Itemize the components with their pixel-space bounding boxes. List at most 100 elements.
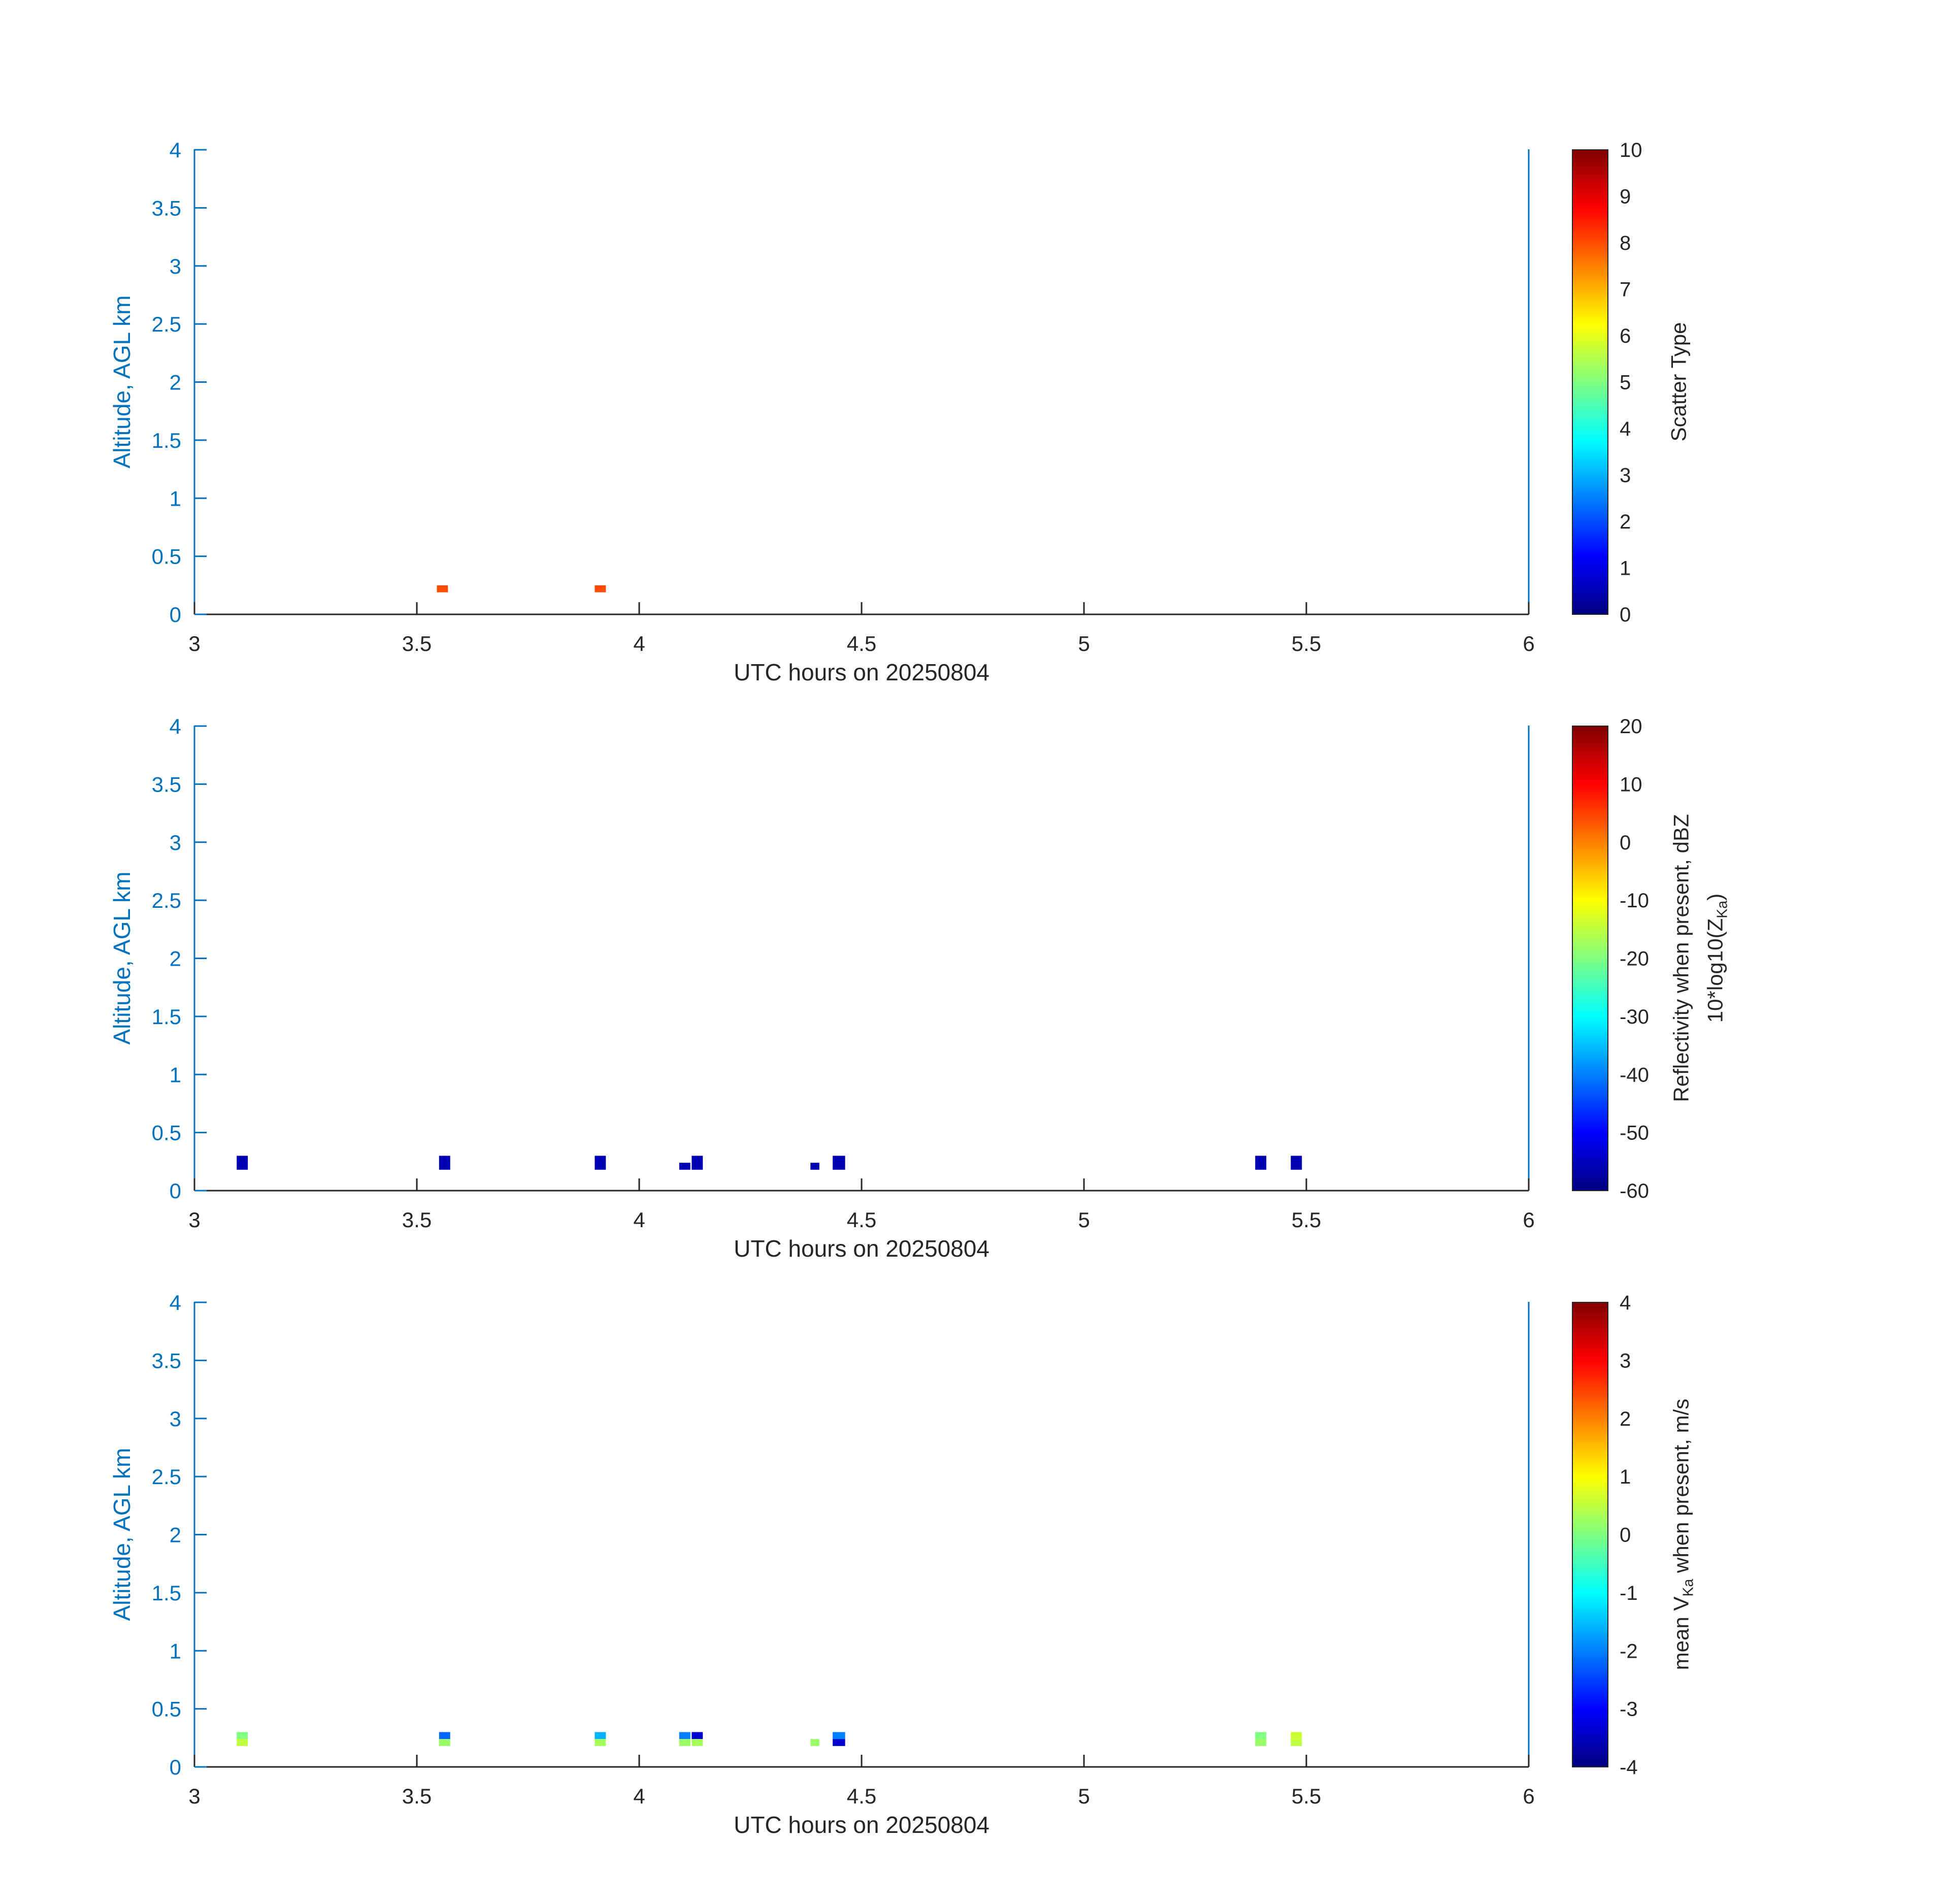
colorbar-tick-label: 0 (1620, 604, 1631, 626)
colorbar-tick-label: -30 (1620, 1006, 1649, 1028)
x-tick-label: 3.5 (402, 1784, 432, 1808)
colorbar (1572, 149, 1608, 615)
x-tick-label: 3 (188, 1784, 200, 1808)
heatmap-cell (679, 1732, 690, 1739)
y-tick-label: 3 (170, 254, 181, 278)
colorbar-title-text: Scatter Type (1666, 322, 1691, 442)
x-tick-label: 5.5 (1292, 1208, 1321, 1232)
colorbar-tick-label: 5 (1620, 372, 1631, 394)
y-tick-label: 2.5 (152, 1465, 181, 1489)
heatmap-cell (833, 1739, 845, 1746)
colorbar-title-text: 10*log10(Z (1703, 918, 1727, 1023)
y-tick-label: 1.5 (152, 429, 181, 452)
y-tick-label: 1.5 (152, 1005, 181, 1029)
heatmap-cell (1291, 1739, 1302, 1746)
colorbar-tick-label: 7 (1620, 279, 1631, 301)
y-tick-label: 3.5 (152, 772, 181, 796)
y-tick-label: 0.5 (152, 545, 181, 569)
heatmap-cell (439, 1156, 450, 1170)
x-tick-label: 4 (633, 1784, 645, 1808)
colorbar-title-text: mean V (1669, 1596, 1693, 1670)
colorbar-tick-label: -3 (1620, 1698, 1638, 1721)
y-tick-label: 0.5 (152, 1697, 181, 1721)
heatmap-cell (595, 1732, 606, 1739)
colorbar-tick-label: 1 (1620, 557, 1631, 580)
x-tick-label: 4 (633, 632, 645, 655)
heatmap-cell (679, 1163, 690, 1170)
panel-mean-velocity: 3 3.5 4 4.5 5 5.5 6 0 0.5 1 1.5 2 2.5 3 3.5 4 -4 -3 -2 -1 0 1… (152, 1291, 1638, 1808)
heatmap-cell (679, 1739, 690, 1746)
heatmap-cell (439, 1732, 450, 1739)
heatmap-cell (237, 1156, 248, 1170)
y-tick-label: 4 (170, 1291, 181, 1315)
colorbar-tick-label: 4 (1620, 1292, 1631, 1314)
x-tick-label: 3 (188, 632, 200, 655)
colorbar-tick-label: 10 (1620, 139, 1642, 161)
x-tick-label: 5 (1078, 632, 1090, 655)
y-tick-label: 3 (170, 1407, 181, 1431)
colorbar-tick-label: 4 (1620, 418, 1631, 440)
colorbar-tick-label: 6 (1620, 325, 1631, 347)
x-tick-label: 4.5 (847, 1784, 876, 1808)
x-axis-title: UTC hours on 20250804 (734, 659, 990, 685)
y-tick-label: 0 (170, 1179, 181, 1203)
heatmap-cell (437, 585, 448, 593)
y-tick-label: 1.5 (152, 1581, 181, 1605)
x-axis-title: UTC hours on 20250804 (734, 1235, 990, 1262)
x-tick-label: 4.5 (847, 1208, 876, 1232)
x-axis-title: UTC hours on 20250804 (734, 1812, 990, 1838)
heatmap-cell (595, 1739, 606, 1746)
heatmap-cell (810, 1163, 819, 1170)
colorbar-tick-label: -20 (1620, 948, 1649, 970)
colorbar-tick-label: 8 (1620, 232, 1631, 254)
panel-reflectivity: 3 3.5 4 4.5 5 5.5 6 0 0.5 1 1.5 2 2.5 3 3.5 4 -60 -50 -40 -… (152, 714, 1649, 1232)
y-tick-label: 4 (170, 714, 181, 738)
heatmap-cell (595, 1156, 606, 1170)
colorbar-title: Reflectivity when present, dBZ (1669, 814, 1697, 1102)
heatmap-cell (692, 1156, 703, 1170)
colorbar-tick-label: -50 (1620, 1122, 1649, 1144)
colorbar-tick-label: 2 (1620, 1408, 1631, 1430)
x-tick-label: 5.5 (1292, 632, 1321, 655)
colorbar-tick-label: -1 (1620, 1582, 1638, 1604)
heatmap-cell (439, 1739, 450, 1746)
y-tick-label: 1 (170, 486, 181, 510)
heatmap-cell (1291, 1732, 1302, 1739)
heatmap-cell (833, 1732, 845, 1739)
y-tick-label: 3.5 (152, 1349, 181, 1372)
colorbar-title-sub: Ka (1680, 1579, 1697, 1597)
colorbar (1572, 726, 1608, 1191)
y-axis-title: Altitude, AGL km (109, 871, 135, 1045)
x-tick-label: 6 (1523, 632, 1534, 655)
heatmap-cell (1255, 1739, 1267, 1746)
y-tick-label: 2.5 (152, 312, 181, 336)
x-tick-label: 5 (1078, 1784, 1090, 1808)
colorbar-title-line2: 10*log10(ZKa) (1703, 894, 1731, 1023)
colorbar-tick-label: 3 (1620, 1350, 1631, 1372)
heatmap-cell (1291, 1156, 1302, 1170)
heatmap-cell (595, 585, 606, 593)
x-tick-label: 6 (1523, 1208, 1534, 1232)
x-tick-label: 5 (1078, 1208, 1090, 1232)
heatmap-cell (1255, 1732, 1267, 1739)
y-tick-label: 2.5 (152, 889, 181, 912)
y-tick-label: 3.5 (152, 196, 181, 220)
colorbar-tick-label: 9 (1620, 186, 1631, 208)
heatmap-cell (1255, 1156, 1267, 1170)
colorbar-tick-label: -40 (1620, 1064, 1649, 1086)
y-tick-label: 0 (170, 1755, 181, 1779)
y-tick-label: 2 (170, 947, 181, 971)
heatmap-cell (810, 1739, 819, 1746)
colorbar-title: Scatter Type (1666, 322, 1694, 441)
colorbar-title-text: when present, m/s (1669, 1398, 1693, 1579)
heatmap-cell (833, 1156, 845, 1170)
y-tick-label: 0 (170, 603, 181, 627)
x-tick-label: 3.5 (402, 632, 432, 655)
y-tick-label: 2 (170, 1523, 181, 1547)
y-axis-title: Altitude, AGL km (109, 295, 135, 469)
panel-scatter-type: 3 3.5 4 4.5 5 5.5 6 0 0.5 1 1.5 2 2.5 3 3.5 4 0 1 2 3 4 5 6 7 8 9… (152, 138, 1642, 655)
colorbar-title-sub: Ka (1714, 900, 1731, 918)
y-tick-label: 4 (170, 138, 181, 162)
colorbar-tick-label: -2 (1620, 1640, 1638, 1662)
